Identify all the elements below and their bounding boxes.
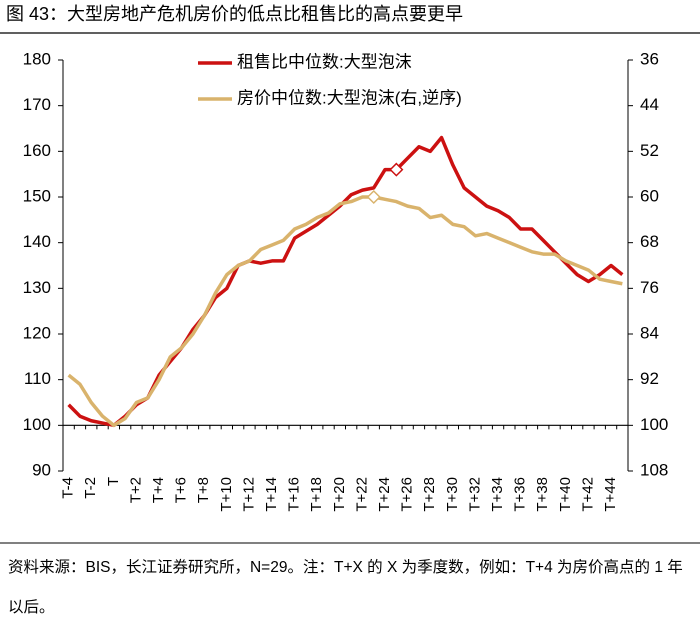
series-line — [67, 135, 624, 428]
x-tick-label: T+22 — [353, 477, 370, 512]
y-tick-label: 180 — [23, 49, 51, 68]
y-tick-label: 100 — [23, 415, 51, 434]
x-tick-label: T+30 — [444, 477, 461, 512]
x-tick-label: T-4 — [60, 477, 77, 499]
x-tick-label: T+16 — [286, 477, 303, 512]
peak-marker — [366, 189, 381, 205]
source-note: 资料来源：BIS，长江证券研究所，N=29。注：T+X 的 X 为季度数，例如：… — [8, 559, 683, 616]
x-tick-label: T+28 — [421, 477, 438, 512]
y-tick-label: 120 — [23, 323, 51, 342]
peak-marker — [389, 162, 404, 177]
y2-tick-label: 52 — [640, 141, 659, 160]
x-tick-label: T+6 — [173, 477, 190, 503]
x-tick-label: T+34 — [489, 477, 506, 512]
y-tick-label: 170 — [23, 95, 51, 114]
y2-tick-label: 100 — [640, 415, 668, 434]
legend-label: 租售比中位数:大型泡沫 — [237, 52, 412, 71]
x-tick-label: T-2 — [82, 477, 99, 499]
x-tick-label: T+24 — [376, 477, 393, 512]
y2-tick-label: 60 — [640, 186, 659, 205]
x-tick-label: T+40 — [557, 477, 574, 512]
y-tick-label: 140 — [23, 232, 51, 251]
x-tick-label: T+14 — [263, 477, 280, 512]
y2-tick-label: 108 — [640, 460, 668, 479]
y-tick-label: 150 — [23, 186, 51, 205]
x-tick-label: T+2 — [127, 477, 144, 503]
y2-tick-label: 84 — [640, 323, 659, 342]
y-tick-label: 160 — [23, 141, 51, 160]
y-tick-label: 110 — [24, 369, 51, 388]
y2-tick-label: 68 — [640, 232, 659, 251]
x-tick-label: T+12 — [240, 477, 257, 512]
y-tick-label: 90 — [32, 460, 51, 479]
x-tick-label: T+44 — [602, 477, 619, 512]
x-tick-label: T+20 — [331, 477, 348, 512]
legend-label: 房价中位数:大型泡沫(右,逆序) — [237, 88, 462, 107]
chart: 图 43：大型房地产危机房价的低点比租售比的高点要更早 90 100 110 120 1… — [0, 4, 700, 544]
x-tick-label: T+36 — [512, 477, 529, 512]
y2-tick-label: 92 — [640, 369, 659, 388]
x-tick-label: T — [105, 477, 122, 486]
x-tick-label: T+10 — [218, 477, 235, 512]
x-tick-label: T+38 — [534, 477, 551, 512]
x-tick-label: T+8 — [195, 477, 212, 503]
x-tick-label: T+32 — [466, 477, 483, 512]
y2-tick-label: 76 — [640, 278, 659, 297]
chart-title: 图 43：大型房地产危机房价的低点比租售比的高点要更早 — [6, 4, 463, 24]
y-tick-label: 130 — [23, 278, 51, 297]
y2-tick-label: 36 — [640, 49, 659, 68]
x-tick-label: T+18 — [308, 477, 325, 512]
series-line — [67, 195, 623, 428]
y2-tick-label: 44 — [640, 95, 659, 114]
x-tick-label: T+26 — [399, 477, 416, 512]
x-tick-label: T+42 — [579, 477, 596, 512]
x-tick-label: T+4 — [150, 477, 167, 503]
